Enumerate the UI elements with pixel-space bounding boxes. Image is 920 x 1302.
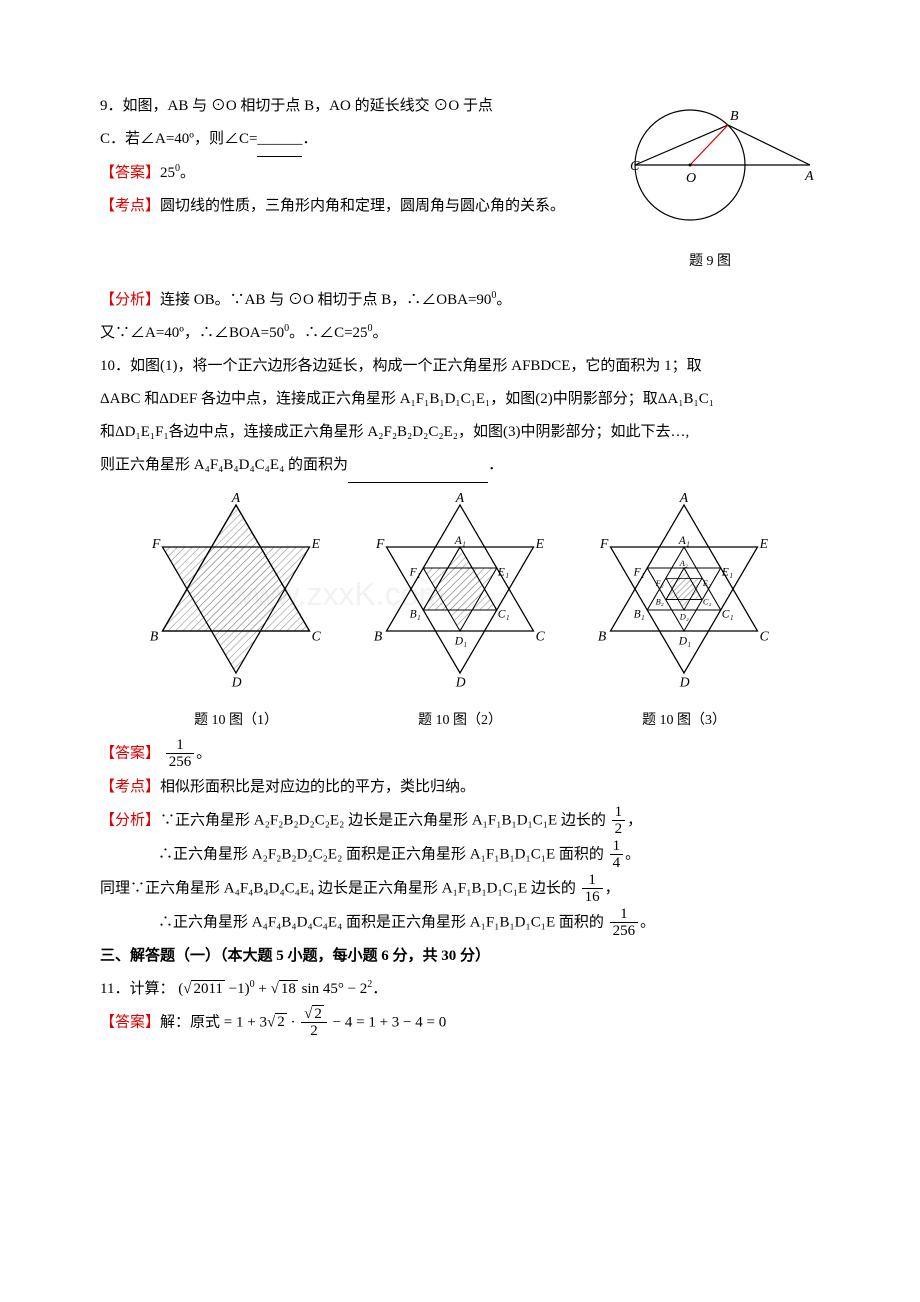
svg-text:C₁: C₁ (498, 608, 510, 620)
q10-ana3: 同理∵正六角星形 A₄F₄B₄D₄C₄E₄ 边长是正六角星形 A₁F₁B₁D₁C… (100, 872, 820, 906)
svg-text:D: D (679, 674, 690, 688)
svg-text:A₂: A₂ (679, 559, 688, 568)
q10-line2: ΔABC 和ΔDEF 各边中点，连接成正六角星形 A₁F₁B₁D₁C₁E₁，如图… (100, 383, 820, 416)
q10-answer: 【答案】 1256。 (100, 737, 820, 771)
svg-text:D₂: D₂ (679, 612, 689, 621)
q10-line1: 10．如图(1)，将一个正六边形各边延长，构成一个正六角星形 AFBDCE，它的… (100, 350, 820, 383)
svg-text:D₁: D₁ (678, 635, 691, 647)
svg-text:E: E (535, 536, 545, 551)
svg-text:F: F (375, 536, 385, 551)
q10-figures: A F E B C D 题 10 图（1） (100, 489, 820, 737)
svg-text:O: O (686, 171, 696, 186)
q10-fig1: A F E B C D (131, 489, 341, 689)
svg-text:D: D (455, 674, 466, 688)
q10-ana2: ∴正六角星形 A₂F₂B₂D₂C₂E₂ 面积是正六角星形 A₁F₁B₁D₁C₁E… (100, 838, 820, 872)
svg-text:A₁: A₁ (678, 535, 690, 547)
svg-text:C: C (536, 628, 546, 643)
svg-text:E: E (759, 536, 769, 551)
svg-text:E₁: E₁ (721, 566, 733, 578)
q10-line3: 和ΔD₁E₁F₁各边中点，连接成正六角星形 A₂F₂B₂D₂C₂E₂，如图(3)… (100, 416, 820, 449)
svg-text:F₁: F₁ (633, 566, 645, 578)
svg-text:C: C (630, 159, 640, 174)
svg-text:B: B (374, 628, 383, 643)
svg-text:A: A (804, 169, 814, 184)
svg-text:B: B (598, 628, 607, 643)
svg-text:B: B (150, 628, 159, 643)
svg-text:F: F (599, 536, 609, 551)
svg-text:C₂: C₂ (703, 598, 712, 607)
svg-text:A₁: A₁ (454, 535, 466, 547)
q9-svg: C O A B (600, 90, 820, 230)
q10-ana1: 【分析】∵正六角星形 A₂F₂B₂D₂C₂E₂ 边长是正六角星形 A₁F₁B₁D… (100, 804, 820, 838)
svg-text:B₂: B₂ (656, 598, 664, 607)
section3-heading: 三、解答题（一）（本大题 5 小题，每小题 6 分，共 30 分） (100, 940, 820, 973)
svg-text:D: D (231, 674, 242, 688)
q11-answer: 【答案】解：原式 = 1 + 3√2 · √22 − 4 = 1 + 3 − 4… (100, 1006, 820, 1040)
svg-text:F₂: F₂ (655, 579, 664, 588)
svg-text:D₁: D₁ (454, 635, 467, 647)
q10-fig2: A F E B C D A₁ F₁ E₁ B₁ C₁ D₁ (355, 489, 565, 689)
q10-topic: 【考点】相似形面积比是对应边的比的平方，类比归纳。 (100, 771, 820, 804)
svg-text:B₁: B₁ (410, 608, 421, 620)
q11-text: 11．计算： (√2011 −1)0 + √18 sin 45° − 22． (100, 973, 820, 1006)
svg-text:C: C (760, 628, 770, 643)
svg-text:A: A (231, 490, 241, 505)
q9-analysis-1: 【分析】连接 OB。∵AB 与 ⊙O 相切于点 B，∴∠OBA=900。 (100, 284, 820, 317)
q9-caption: 题 9 图 (600, 247, 820, 278)
svg-text:A: A (455, 490, 465, 505)
svg-text:A: A (679, 490, 689, 505)
q10-ana4: ∴正六角星形 A₄F₄B₄D₄C₄E₄ 面积是正六角星形 A₁F₁B₁D₁C₁E… (100, 906, 820, 940)
svg-text:C₁: C₁ (722, 608, 734, 620)
svg-text:C: C (312, 628, 322, 643)
svg-text:B₁: B₁ (634, 608, 645, 620)
q9-figure: C O A B 题 9 图 (600, 90, 820, 278)
svg-text:B: B (730, 109, 739, 124)
svg-text:F₁: F₁ (409, 566, 421, 578)
svg-text:F: F (151, 536, 161, 551)
svg-text:E₁: E₁ (497, 566, 509, 578)
q10-fig3: A F E B C D A₁ F₁ E₁ B₁ C₁ D₁ A₂ F₂ E₂ B… (579, 489, 789, 689)
q10-line4: 则正六角星形 A₄F₄B₄D₄C₄E₄ 的面积为 ． (100, 449, 820, 483)
svg-text:E₂: E₂ (702, 579, 711, 588)
svg-text:E: E (311, 536, 321, 551)
q9-analysis-2: 又∵∠A=40º，∴∠BOA=500。∴∠C=250。 (100, 317, 820, 350)
